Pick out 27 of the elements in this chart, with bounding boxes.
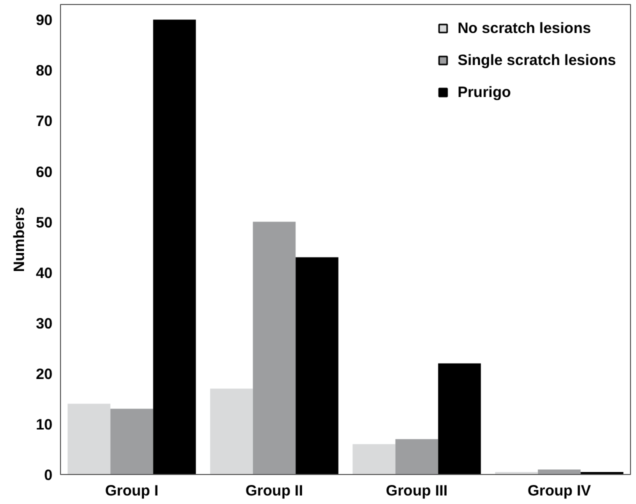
y-tick-label: 50 bbox=[36, 214, 53, 232]
legend-label: No scratch lesions bbox=[458, 20, 591, 36]
x-tick-label: Group II bbox=[246, 482, 303, 500]
y-tick-label: 80 bbox=[36, 62, 53, 80]
y-tick-label: 20 bbox=[36, 366, 53, 383]
y-axis-title: Numbers bbox=[10, 206, 28, 272]
y-tick-label: 30 bbox=[36, 315, 53, 332]
bar bbox=[438, 363, 481, 474]
bar bbox=[153, 20, 196, 474]
bar bbox=[210, 388, 253, 474]
y-tick-label: 70 bbox=[36, 113, 53, 130]
bar bbox=[352, 444, 396, 474]
y-tick-label: 40 bbox=[36, 264, 53, 282]
bar bbox=[252, 222, 296, 474]
bar bbox=[296, 257, 338, 474]
x-tick-label: Group IV bbox=[528, 482, 591, 500]
x-tick-label: Group III bbox=[386, 482, 448, 500]
y-tick-label: 0 bbox=[44, 467, 52, 484]
legend-label: Prurigo bbox=[458, 84, 511, 100]
legend-label: Single scratch lesions bbox=[458, 52, 616, 68]
y-tick-label: 10 bbox=[36, 416, 53, 434]
bar bbox=[395, 439, 438, 474]
y-tick-label: 60 bbox=[36, 164, 53, 181]
y-tick-label: 90 bbox=[36, 12, 53, 30]
x-tick-label: Group I bbox=[105, 482, 158, 500]
bar bbox=[110, 408, 154, 474]
bar bbox=[68, 404, 110, 474]
